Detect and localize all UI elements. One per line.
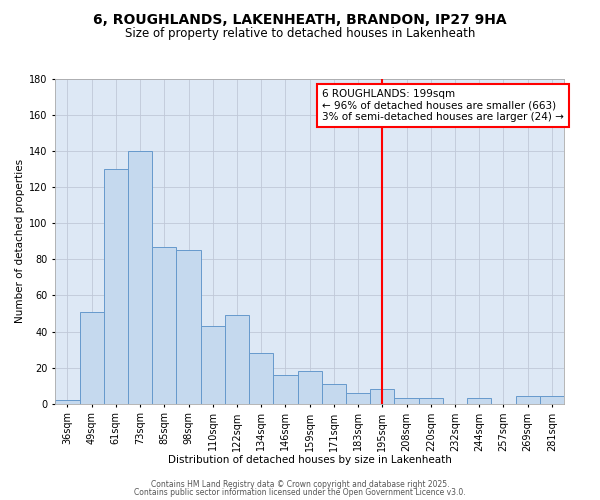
Y-axis label: Number of detached properties: Number of detached properties [15,160,25,324]
Bar [467,398,491,404]
Bar [346,393,370,404]
Text: 6 ROUGHLANDS: 199sqm
← 96% of detached houses are smaller (663)
3% of semi-detac: 6 ROUGHLANDS: 199sqm ← 96% of detached h… [322,88,564,122]
Bar [152,247,176,404]
Bar [394,398,419,404]
Bar [128,151,152,404]
Bar [225,316,249,404]
Bar [200,326,225,404]
Bar [104,169,128,404]
Bar [80,312,104,404]
Bar [370,390,394,404]
X-axis label: Distribution of detached houses by size in Lakenheath: Distribution of detached houses by size … [168,455,452,465]
Bar [298,371,322,404]
Bar [249,353,274,404]
Bar [419,398,443,404]
Bar [322,384,346,404]
Bar [55,400,80,404]
Text: Contains HM Land Registry data © Crown copyright and database right 2025.: Contains HM Land Registry data © Crown c… [151,480,449,489]
Bar [274,375,298,404]
Bar [176,250,200,404]
Bar [540,396,564,404]
Bar [515,396,540,404]
Text: 6, ROUGHLANDS, LAKENHEATH, BRANDON, IP27 9HA: 6, ROUGHLANDS, LAKENHEATH, BRANDON, IP27… [93,12,507,26]
Text: Size of property relative to detached houses in Lakenheath: Size of property relative to detached ho… [125,28,475,40]
Text: Contains public sector information licensed under the Open Government Licence v3: Contains public sector information licen… [134,488,466,497]
